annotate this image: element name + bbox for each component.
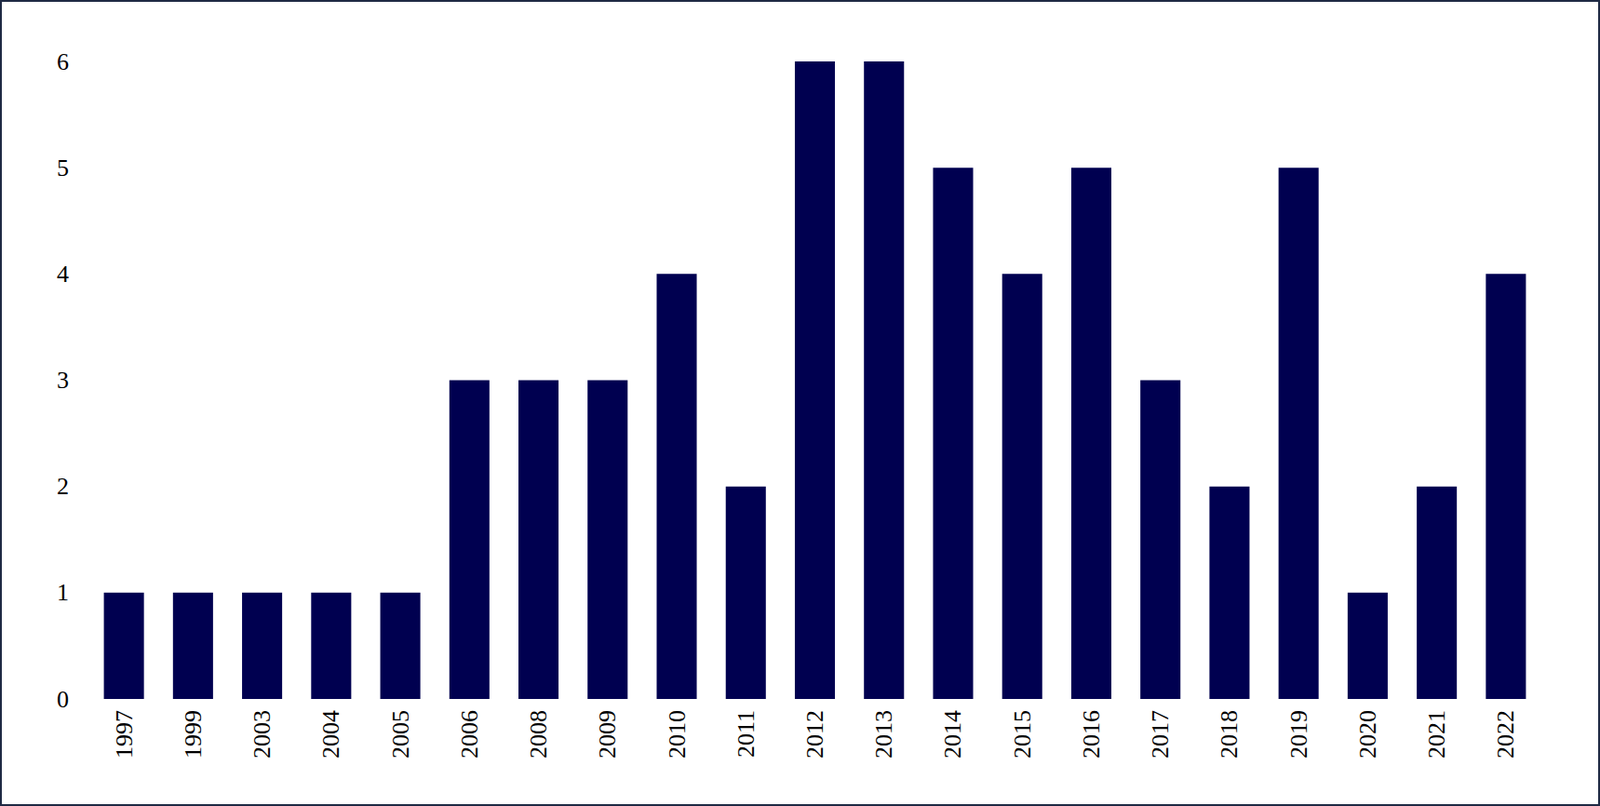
svg-text:1999: 1999 bbox=[179, 710, 207, 759]
svg-text:5: 5 bbox=[56, 154, 69, 182]
svg-text:2008: 2008 bbox=[524, 710, 552, 759]
svg-text:2004: 2004 bbox=[317, 710, 345, 759]
svg-text:4: 4 bbox=[56, 260, 69, 288]
svg-text:2022: 2022 bbox=[1492, 710, 1520, 759]
svg-text:2019: 2019 bbox=[1285, 710, 1313, 759]
svg-text:2010: 2010 bbox=[663, 710, 691, 759]
svg-text:2017: 2017 bbox=[1146, 710, 1174, 759]
svg-text:2006: 2006 bbox=[456, 710, 484, 759]
svg-text:3: 3 bbox=[56, 366, 69, 394]
svg-text:0: 0 bbox=[56, 685, 69, 713]
svg-text:1: 1 bbox=[56, 578, 69, 606]
svg-text:2015: 2015 bbox=[1008, 710, 1036, 759]
svg-text:2005: 2005 bbox=[387, 710, 415, 759]
svg-text:2016: 2016 bbox=[1077, 710, 1105, 759]
svg-text:6: 6 bbox=[56, 48, 69, 76]
svg-text:1997: 1997 bbox=[110, 710, 138, 759]
svg-text:2013: 2013 bbox=[870, 710, 898, 759]
svg-text:2009: 2009 bbox=[593, 710, 621, 759]
svg-text:2011: 2011 bbox=[732, 710, 760, 758]
svg-text:2: 2 bbox=[56, 472, 69, 500]
svg-text:2012: 2012 bbox=[801, 710, 829, 759]
svg-text:2003: 2003 bbox=[248, 710, 276, 759]
svg-text:2014: 2014 bbox=[939, 710, 967, 759]
svg-text:2018: 2018 bbox=[1215, 710, 1243, 759]
svg-text:2021: 2021 bbox=[1423, 710, 1451, 759]
svg-text:2020: 2020 bbox=[1354, 710, 1382, 759]
